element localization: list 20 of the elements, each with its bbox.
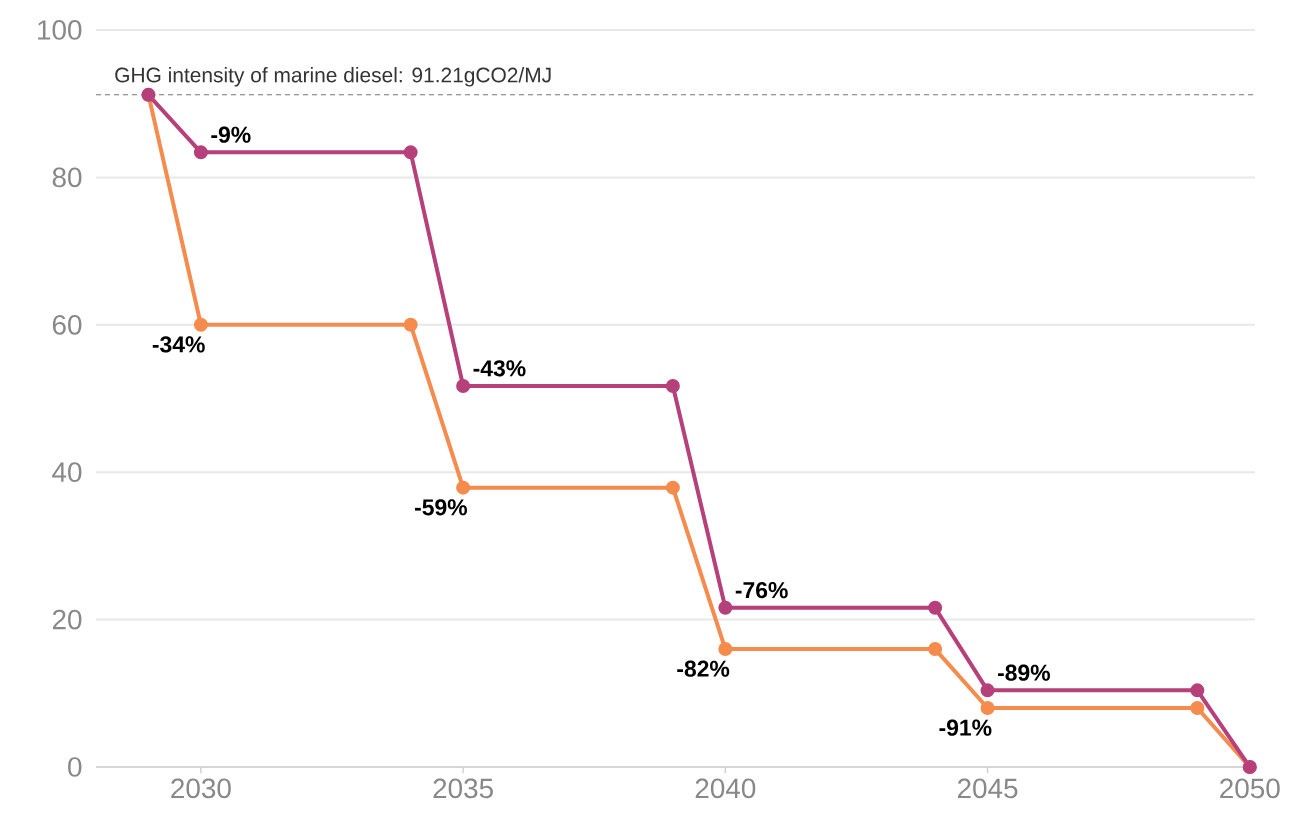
x-tick-label: 2035	[433, 778, 493, 799]
y-tick-label: 20	[52, 609, 82, 630]
annotation: -34%	[152, 336, 205, 353]
annotation: -89%	[997, 664, 1050, 681]
x-tick-label: 2050	[1220, 778, 1280, 799]
annotation: -91%	[939, 719, 992, 736]
x-tick-label: 2040	[695, 778, 756, 799]
y-tick-label: 100	[38, 20, 82, 40]
y-tick-label: 80	[52, 167, 82, 188]
annotation: -43%	[473, 360, 526, 377]
ref-line-label: GHG intensity of marine diesel: 91.21gCO2/MJ	[115, 67, 551, 87]
annotation: -82%	[677, 660, 730, 677]
x-tick-label: 2030	[171, 778, 231, 799]
annotation: -59%	[414, 499, 467, 516]
y-tick-label: 40	[52, 462, 82, 483]
annotation: -76%	[735, 582, 788, 599]
y-tick-label: 0	[68, 757, 82, 777]
annotation: -9%	[211, 126, 251, 143]
y-tick-label: 60	[52, 314, 82, 335]
x-tick-label: 2045	[957, 778, 1018, 799]
